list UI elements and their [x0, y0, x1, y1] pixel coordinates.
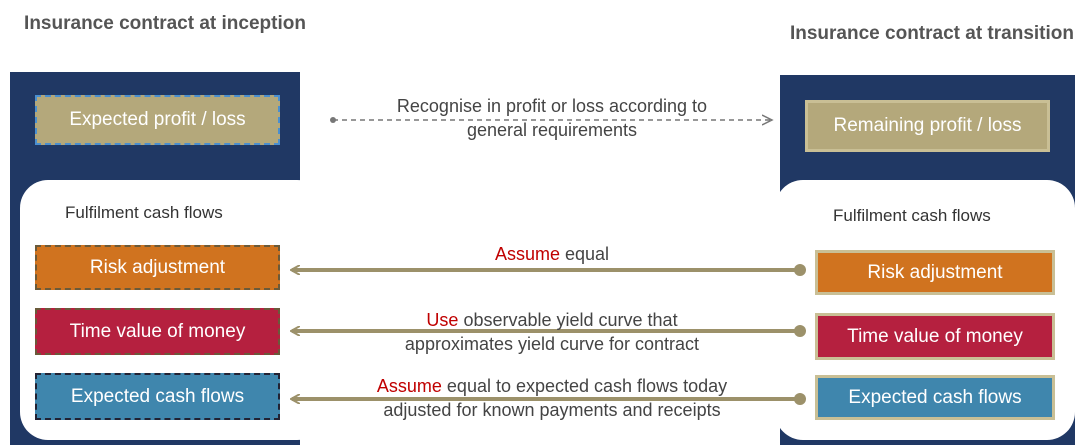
highlight: Assume	[494, 244, 560, 264]
arrow-dot	[330, 117, 336, 123]
link-note: Assume equal	[312, 242, 792, 266]
note-line: adjusted for known payments and receipts	[383, 400, 721, 420]
left-item-box: Expected cash flows	[35, 373, 280, 420]
highlight: Assume	[376, 376, 442, 396]
left-item-box: Time value of money	[35, 308, 280, 355]
note-line: general requirements	[466, 120, 638, 140]
right-heading: Insurance contract at transition	[789, 23, 1074, 44]
profit-note: Recognise in profit or loss according to…	[312, 94, 792, 142]
note-line: Assume equal	[312, 242, 792, 266]
link-note: Assume equal to expected cash flows toda…	[312, 374, 792, 422]
note-text: equal	[565, 244, 610, 264]
right-item-box: Expected cash flows	[815, 375, 1055, 420]
highlight: Use	[426, 310, 459, 330]
arrow-dot	[794, 325, 806, 337]
left-heading: Insurance contract at inception	[24, 13, 306, 34]
arrow-dot	[794, 264, 806, 276]
note-line: Use observable yield curve that	[312, 308, 792, 332]
note-line: Assume equal to expected cash flows toda…	[312, 374, 792, 398]
link-note: Use observable yield curve that approxim…	[312, 308, 792, 356]
right-group-label: Fulfilment cash flows	[833, 206, 991, 225]
note-line: approximates yield curve for contract	[404, 334, 700, 354]
right-profit-box: Remaining profit / loss	[805, 100, 1050, 152]
right-item-box: Risk adjustment	[815, 250, 1055, 295]
left-profit-box: Expected profit / loss	[35, 95, 280, 145]
note-text: equal to expected cash flows today	[446, 376, 728, 396]
note-text: observable yield curve that	[463, 310, 678, 330]
left-item-box: Risk adjustment	[35, 245, 280, 290]
right-item-box: Time value of money	[815, 313, 1055, 360]
note-line: Recognise in profit or loss according to	[396, 96, 708, 116]
arrow-dot	[794, 393, 806, 405]
left-group-label: Fulfilment cash flows	[65, 203, 223, 222]
